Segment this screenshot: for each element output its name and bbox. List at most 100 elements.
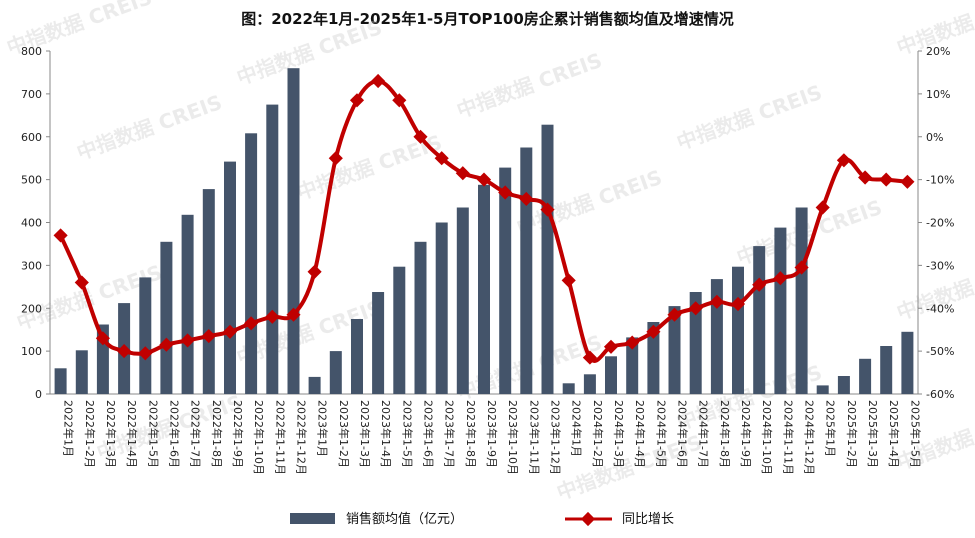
bar	[414, 241, 427, 394]
growth-point	[265, 309, 280, 324]
bar	[668, 306, 681, 394]
growth-point	[561, 273, 576, 288]
bar	[351, 319, 363, 394]
x-tick-label: 2024年1-4月	[633, 400, 647, 468]
bar	[710, 279, 723, 394]
watermark-text: 中指数据 CREIS	[454, 48, 606, 123]
bar	[287, 68, 300, 394]
bar	[647, 322, 660, 394]
left-tick-label: 700	[21, 88, 42, 101]
growth-point	[900, 174, 915, 189]
bar	[456, 207, 469, 394]
x-tick-label: 2023年1-10月	[506, 400, 520, 475]
bar	[329, 351, 342, 394]
growth-point	[498, 185, 513, 200]
bar	[774, 227, 787, 394]
growth-point	[53, 228, 68, 243]
right-tick-label: -30%	[926, 259, 954, 272]
growth-point	[328, 151, 343, 166]
right-tick-label: -20%	[926, 217, 954, 230]
growth-point	[879, 172, 894, 187]
bar	[816, 385, 829, 394]
bar	[202, 189, 215, 394]
left-tick-label: 500	[21, 174, 42, 187]
bar	[499, 167, 512, 394]
growth-point	[519, 191, 534, 206]
growth-point	[180, 333, 195, 348]
x-tick-label: 2023年1月	[316, 400, 330, 457]
legend-bar-swatch	[290, 513, 335, 524]
growth-point	[74, 275, 89, 290]
growth-point	[392, 93, 407, 108]
x-tick-label: 2024年1月	[570, 400, 584, 457]
growth-point	[709, 294, 724, 309]
x-tick-label: 2024年1-11月	[781, 400, 795, 475]
x-tick-label: 2024年1-7月	[697, 400, 711, 468]
x-tick-label: 2023年1-9月	[485, 400, 499, 468]
chart-title: 图：2022年1月-2025年1-5月TOP100房企累计销售额均值及增速情况	[241, 10, 734, 28]
x-tick-label: 2022年1-6月	[167, 400, 181, 468]
growth-point	[95, 331, 110, 346]
x-tick-label: 2025年1-2月	[845, 400, 859, 468]
x-tick-label: 2023年1-8月	[464, 400, 478, 468]
growth-point	[138, 346, 153, 361]
chart-axes: 0 100 200 300 400 500 600 700 800 -60% -50% -40% -30…	[21, 45, 954, 401]
x-tick-label: 2023年1-5月	[400, 400, 414, 468]
bar	[732, 266, 744, 394]
growth-point	[688, 301, 703, 316]
left-tick-label: 400	[21, 217, 42, 230]
x-tick-label: 2023年1-3月	[358, 400, 372, 468]
growth-point	[159, 337, 174, 352]
x-tick-label: 2022年1-11月	[273, 400, 287, 475]
bar	[605, 356, 617, 394]
x-tick-label: 2024年1-12月	[803, 400, 817, 475]
x-tick-label: 2024年1-5月	[654, 400, 668, 468]
watermark-text: 中指数据 CREIS	[74, 90, 226, 165]
bar	[837, 376, 850, 394]
bar	[562, 383, 575, 394]
x-tick-label: 2022年1-12月	[295, 400, 309, 475]
x-tick-label: 2022年1-8月	[210, 400, 224, 468]
watermark-text: 中指数据 CREIS	[514, 165, 666, 240]
bar	[160, 241, 173, 394]
x-tick-label: 2024年1-6月	[676, 400, 690, 468]
growth-point	[815, 200, 830, 215]
x-tick-label: 2023年1-12月	[549, 400, 563, 475]
growth-point	[307, 264, 322, 279]
bar	[520, 147, 533, 394]
growth-point	[201, 329, 216, 344]
x-tick-label: 2022年1-3月	[104, 400, 118, 468]
right-tick-label: -60%	[926, 388, 954, 401]
bar	[880, 346, 893, 394]
legend-line-label: 同比增长	[622, 512, 674, 527]
x-tick-label: 2025年1-3月	[866, 400, 880, 468]
growth-point	[773, 271, 788, 286]
x-tick-label: 2022年1-10月	[252, 400, 266, 475]
right-tick-label: 10%	[926, 88, 950, 101]
right-tick-label: -50%	[926, 345, 954, 358]
bar	[393, 266, 406, 394]
growth-point	[371, 73, 386, 89]
growth-point	[244, 316, 259, 331]
growth-point	[582, 350, 597, 365]
bar	[372, 292, 385, 394]
growth-point	[603, 339, 619, 354]
x-tick-label: 2024年1-2月	[591, 400, 605, 468]
growth-point	[286, 307, 301, 322]
bar-series	[54, 68, 914, 395]
legend-bar-label: 销售额均值（亿元）	[346, 511, 463, 527]
bar	[689, 292, 702, 394]
growth-point	[349, 93, 365, 108]
left-tick-label: 800	[21, 45, 42, 58]
right-tick-label: 0%	[926, 131, 943, 144]
left-tick-label: 0	[35, 388, 42, 401]
legend-line-marker	[580, 511, 596, 527]
bar	[478, 184, 490, 394]
x-tick-label: 2023年1-4月	[379, 400, 393, 468]
x-tick-label: 2025年1-5月	[908, 400, 922, 468]
bar	[435, 222, 448, 394]
growth-point	[434, 151, 449, 166]
left-tick-label: 100	[21, 345, 42, 358]
left-tick-label: 600	[21, 131, 42, 144]
watermark-text: 中指数据 CREIS	[234, 15, 386, 90]
